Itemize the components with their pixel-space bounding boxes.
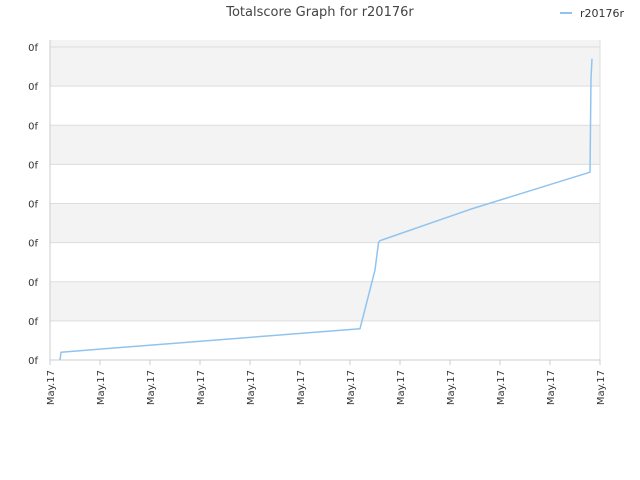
x-tick-label-4: May.17 — [246, 370, 257, 405]
legend[interactable]: r20176r — [560, 7, 625, 20]
background-bands — [50, 40, 600, 321]
x-tick-label-7: May.17 — [396, 370, 407, 405]
x-tick-label-10: May.17 — [546, 370, 557, 405]
legend-label: r20176r — [580, 7, 625, 20]
x-tick-label-11: May.17 — [596, 370, 607, 405]
band-0 — [50, 47, 600, 87]
y-tick-label-8: 0f — [28, 356, 38, 367]
x-tick-label-1: May.17 — [96, 370, 107, 405]
band-4 — [50, 203, 600, 243]
y-tick-label-7: 0f — [28, 317, 38, 328]
y-tick-label-4: 0f — [28, 200, 38, 211]
y-tick-label-0: 0f — [28, 43, 38, 54]
y-tick-labels: 0f 0f 0f 0f 0f 0f 0f 0f 0f — [28, 43, 38, 367]
x-tick-label-5: May.17 — [296, 370, 307, 405]
band-top — [50, 40, 600, 47]
band-6 — [50, 281, 600, 321]
x-tick-label-3: May.17 — [196, 370, 207, 405]
x-tick-label-0: May.17 — [46, 370, 57, 405]
y-tick-label-2: 0f — [28, 121, 38, 132]
chart-title: Totalscore Graph for r20176r — [225, 5, 414, 20]
axes — [49, 40, 601, 365]
y-tick-label-5: 0f — [28, 239, 38, 250]
y-tick-label-6: 0f — [28, 278, 38, 289]
series-line-0[interactable] — [59, 58, 593, 361]
x-tick-label-6: May.17 — [346, 370, 357, 405]
x-tick-label-8: May.17 — [446, 370, 457, 405]
band-2 — [50, 125, 600, 165]
y-tick-label-1: 0f — [28, 82, 38, 93]
x-tick-labels: May.17 May.17 May.17 May.17 May.17 May.17 May.… — [46, 370, 607, 405]
x-tick-label-2: May.17 — [146, 370, 157, 405]
y-tick-label-3: 0f — [28, 160, 38, 171]
x-tick-label-9: May.17 — [496, 370, 507, 405]
series-layer — [59, 58, 593, 361]
